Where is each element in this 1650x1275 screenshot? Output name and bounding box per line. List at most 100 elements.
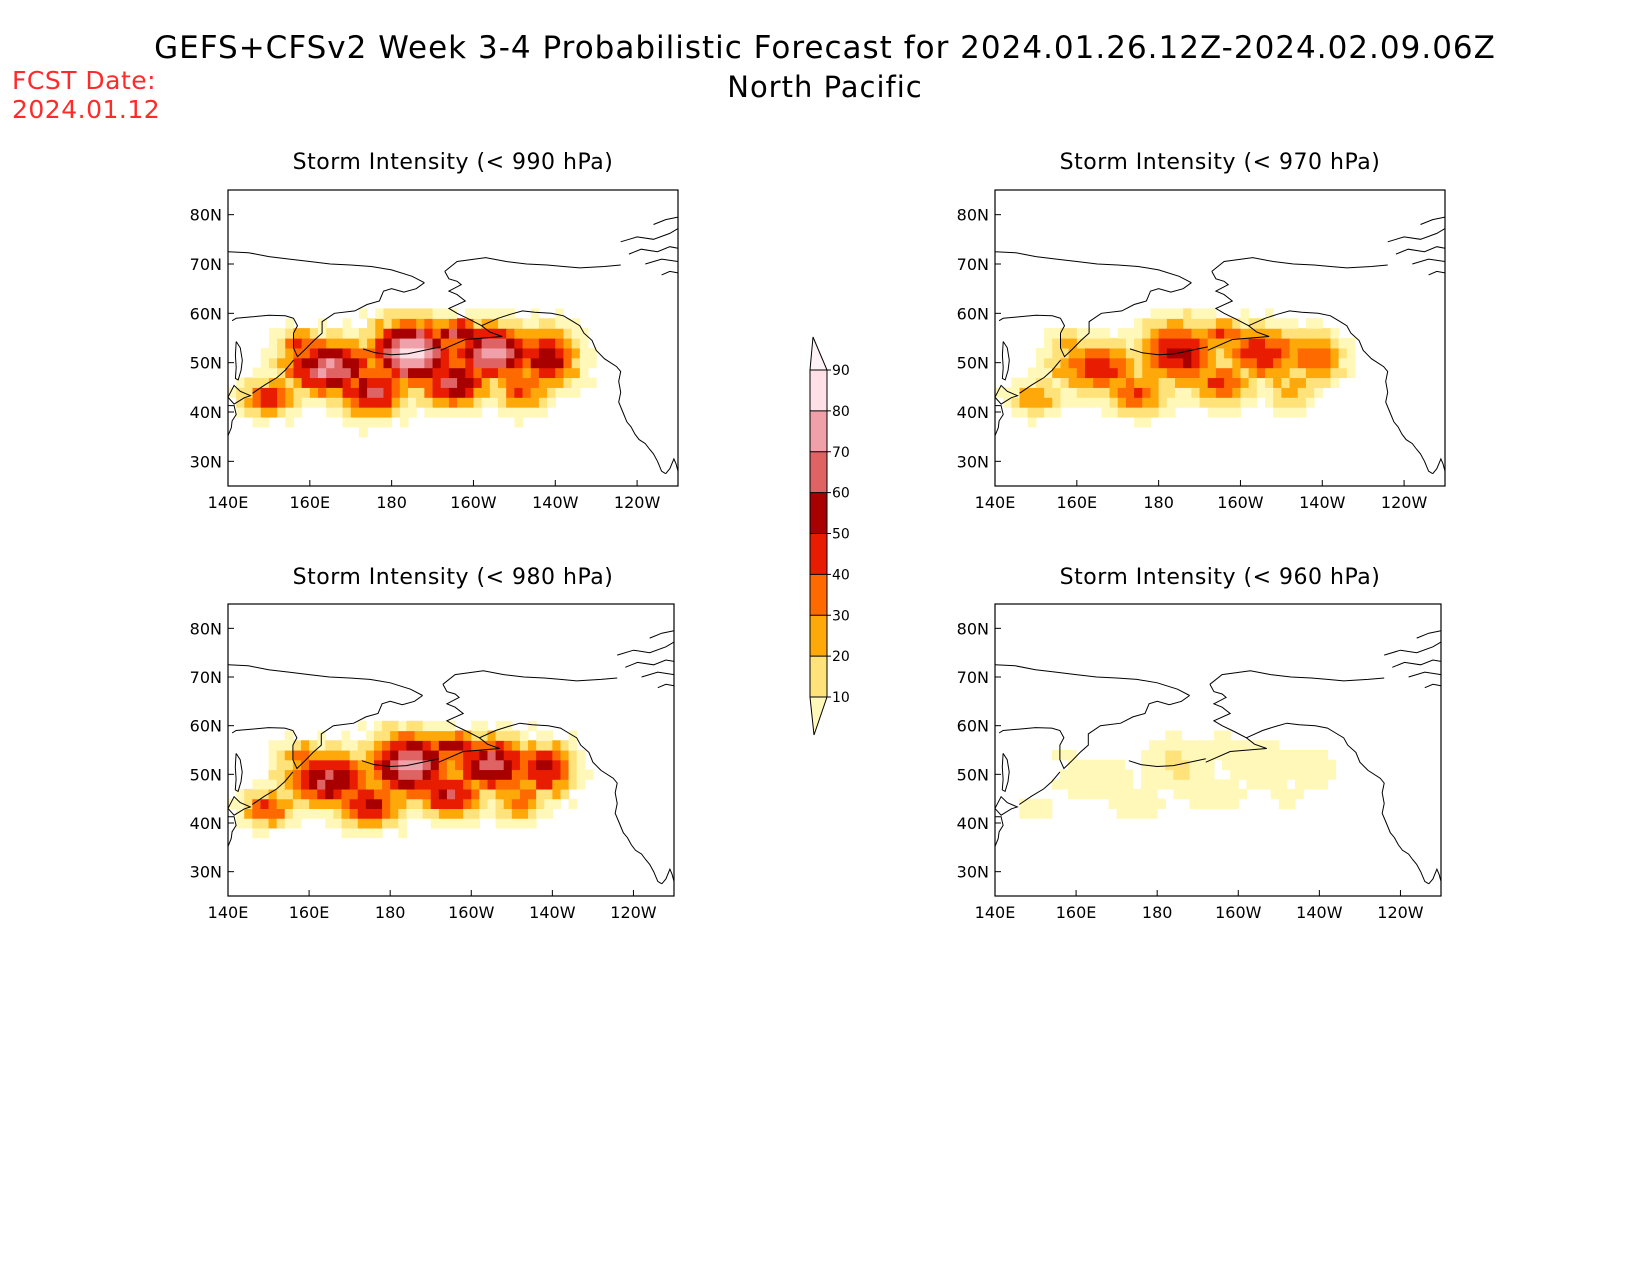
prob-cell [1101,387,1111,398]
prob-cell [391,407,401,418]
prob-cell [1109,367,1119,379]
prob-cell [1093,377,1102,388]
prob-cell [252,377,262,388]
lon-tick-label: 160W [448,903,495,922]
prob-cell [309,387,319,398]
prob-cell [1117,407,1127,418]
coastline-segment [444,257,621,272]
prob-cell [390,750,399,761]
prob-cell [1273,387,1282,398]
prob-cell [406,730,416,741]
prob-cell [489,347,499,359]
prob-cell [1213,788,1223,800]
prob-cell [1256,377,1266,388]
prob-cell [1043,798,1053,809]
map-panel-990: 140E 160E 180 160W 140W 120W80N70N60N50N40N30… [190,189,679,512]
prob-cell [530,328,540,339]
prob-cell [440,318,450,329]
prob-cell [1224,357,1233,369]
prob-cell [430,798,440,809]
prob-cell [1019,387,1029,398]
prob-cell [522,328,532,339]
prob-cell [1207,397,1217,408]
prob-cell [463,769,472,780]
prob-cell [1213,798,1223,809]
prob-cell [1166,328,1176,339]
lat-tick-label: 60N [957,717,989,736]
prob-cell [463,759,472,771]
prob-cell [552,779,562,790]
prob-cell [285,347,295,359]
colorbar-segment [810,370,827,411]
prob-cell [465,367,475,379]
prob-cell [383,377,393,388]
prob-cell [349,798,359,809]
colorbar-label: 60 [832,486,850,502]
prob-cell [1093,357,1102,369]
prob-cell [334,338,344,349]
prob-cell [538,377,548,388]
prob-cell [1305,387,1315,398]
prob-cell [1067,788,1077,800]
prob-cell [309,759,318,771]
prob-cell [430,788,440,800]
prob-cell [584,769,594,780]
prob-cell [1059,769,1069,780]
prob-cell [432,328,442,339]
prob-cell [326,338,335,349]
prob-cell [367,328,376,339]
prob-cell [563,347,573,359]
lon-tick-label: 140W [1296,903,1343,922]
prob-cell [536,730,545,741]
prob-cell [446,818,456,829]
prob-cell [325,740,335,751]
prob-cell [563,357,573,369]
prob-cell [1207,377,1217,388]
prob-cell [260,416,270,428]
prob-cell [1175,377,1184,388]
prob-cell [489,308,499,319]
prob-cell [1240,357,1250,369]
prob-cell [1134,318,1143,329]
prob-cell [506,357,515,369]
prob-cell [552,759,562,771]
prob-cell [1207,407,1217,418]
prob-cell [375,357,385,369]
prob-cell [390,769,399,780]
prob-cell [528,740,537,751]
prob-cell [528,759,537,771]
prob-cell [398,788,407,800]
prob-cell [455,779,464,790]
panel-title-990: Storm Intensity (< 990 hPa) [292,150,614,175]
prob-cell [399,328,409,339]
prob-cell [481,367,491,379]
prob-cell [522,397,532,408]
prob-cell [367,318,376,329]
lat-tick-label: 30N [957,863,989,882]
prob-cell [1222,779,1231,790]
prob-cell [383,347,393,359]
prob-cell [1140,798,1150,809]
prob-cell [317,759,326,771]
prob-cell [268,818,278,829]
prob-cell [1289,367,1299,379]
coastline-segment [440,271,503,351]
prob-cell [471,750,480,761]
coastline-segment [628,246,678,255]
lon-tick-label: 160W [1217,493,1264,512]
prob-cell [506,308,515,319]
prob-cell [1149,759,1158,771]
prob-cell [1134,397,1143,408]
prob-cell [1289,357,1299,369]
prob-cell [1207,318,1217,329]
prob-cell [1044,367,1053,379]
prob-cell [252,367,262,379]
prob-cell [465,397,475,408]
prob-cell [382,759,391,771]
prob-cell [446,769,456,780]
prob-cell [1027,416,1037,428]
prob-cell [514,387,524,398]
prob-cell [391,308,401,319]
prob-cell [357,788,367,800]
prob-cell [465,357,475,369]
